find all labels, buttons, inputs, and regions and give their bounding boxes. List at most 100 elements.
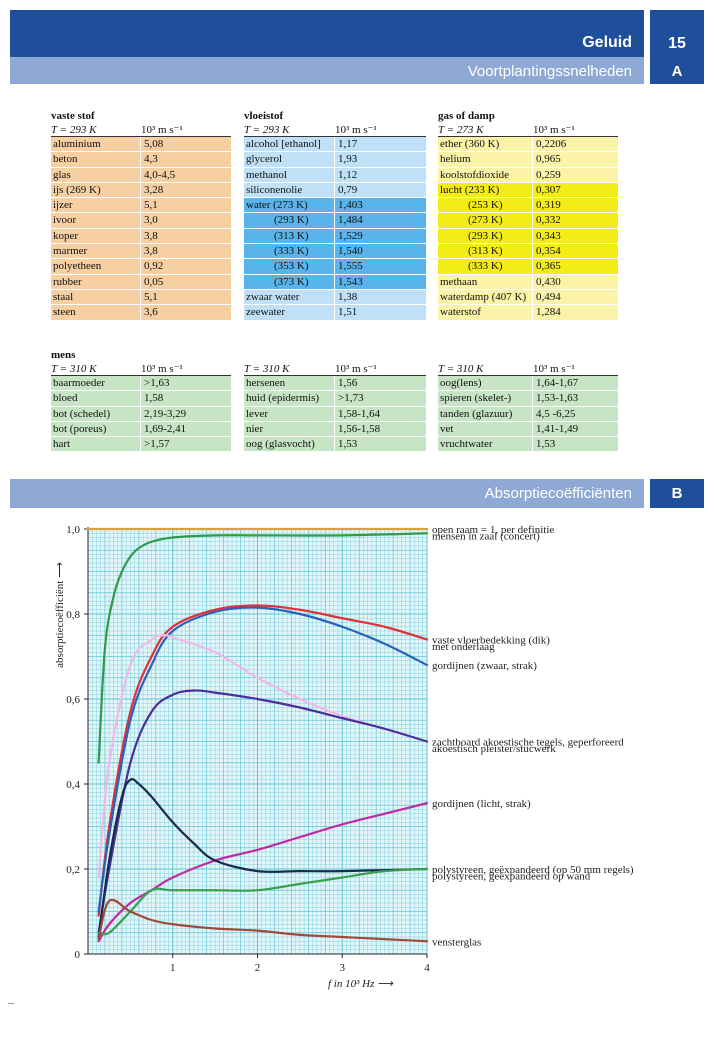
series-line-4 — [97, 633, 429, 879]
series-annotation: vensterglas — [432, 936, 481, 948]
row-value: 1,53 — [338, 438, 358, 451]
row-label: hersenen — [244, 376, 335, 391]
row-value: 0,259 — [536, 168, 561, 181]
series-annotation: met onderlaag — [432, 641, 495, 653]
row-label: vruchtwater — [438, 437, 533, 452]
row-value: 0,430 — [536, 275, 561, 288]
series-annotation: polystyreen, geëxpandeerd op wand — [432, 870, 591, 882]
row-label: koolstofdioxide — [438, 167, 533, 182]
table-row: bot (poreus) 1,69-2,41 — [51, 421, 231, 438]
table-row: (293 K) 0,343 — [438, 228, 618, 245]
page-footer-mark — [8, 1003, 14, 1004]
row-value: 1,38 — [338, 290, 358, 303]
temperature-header: T = 310 K — [51, 363, 97, 375]
row-label: tanden (glazuur) — [438, 406, 533, 421]
series-line-2 — [97, 604, 429, 917]
table-header: T = 293 K 10³ m s⁻¹ — [244, 123, 426, 137]
row-label: marmer — [51, 244, 141, 259]
row-label: glas — [51, 167, 141, 182]
table-row: lever 1,58-1,64 — [244, 406, 426, 422]
row-value: >1,73 — [338, 392, 364, 405]
y-tick-label: 0,8 — [66, 609, 80, 621]
series-annotation: gordijnen (licht, strak) — [432, 798, 531, 810]
y-tick-label: 1,0 — [66, 524, 80, 536]
row-label: hart — [51, 437, 141, 452]
table-mens: mens T = 310 K 10³ m s⁻¹ baarmoeder >1,63 blo… — [51, 349, 231, 453]
table-mens-2: T = 310 K 10³ m s⁻¹ hersenen 1,56 huid (epid… — [244, 349, 426, 453]
row-label: (293 K) — [244, 213, 335, 228]
series-annotation: vaste vloerbedekking (dik) — [432, 635, 550, 647]
series-line-9 — [97, 898, 429, 943]
series-annotation: akoestisch pleister/stucwerk — [432, 743, 556, 755]
series-annotation: open raam = 1, per definitie — [432, 524, 554, 536]
table-row: steen 3,6 — [51, 305, 231, 321]
table-title — [244, 349, 426, 362]
row-label: zeewater — [244, 305, 335, 320]
row-label: oog(lens) — [438, 376, 533, 391]
table-row: waterdamp (407 K) 0,494 — [438, 289, 618, 306]
section-letter: A — [671, 63, 683, 80]
table-title: vloeistof — [244, 110, 284, 122]
row-label: glycerol — [244, 152, 335, 167]
row-value: 4,5 -6,25 — [536, 407, 576, 420]
table-title: gas of damp — [438, 110, 495, 122]
row-label: (253 K) — [438, 198, 533, 213]
section-letter-box: A — [650, 57, 704, 84]
row-value: 1,403 — [338, 199, 363, 212]
row-value: 1,12 — [338, 168, 358, 181]
row-label: spieren (skelet-) — [438, 391, 533, 406]
table-header: T = 310 K 10³ m s⁻¹ — [244, 362, 426, 376]
temperature-header: T = 310 K — [438, 363, 484, 375]
unit-header: 10³ m s⁻¹ — [335, 363, 377, 375]
table-row: hart >1,57 — [51, 437, 231, 453]
table-row: polyetheen 0,92 — [51, 259, 231, 275]
row-label: (353 K) — [244, 259, 335, 274]
table-row: (253 K) 0,319 — [438, 198, 618, 214]
table-row: koper 3,8 — [51, 228, 231, 245]
table-row: hersenen 1,56 — [244, 376, 426, 392]
table-row: koolstofdioxide 0,259 — [438, 167, 618, 183]
table-row: aluminium 5,08 — [51, 137, 231, 153]
row-value: 3,0 — [144, 214, 158, 227]
unit-header: 10³ m s⁻¹ — [533, 124, 575, 136]
y-tick-label: 0 — [75, 949, 81, 961]
unit-header: 10³ m s⁻¹ — [533, 363, 575, 375]
series-line-3 — [97, 606, 429, 913]
row-label: (293 K) — [438, 228, 533, 244]
row-value: 0,79 — [338, 183, 358, 196]
row-value: 1,17 — [338, 138, 358, 150]
row-label: polyetheen — [51, 259, 141, 274]
row-value: 1,93 — [338, 153, 358, 166]
table-row: vet 1,41-1,49 — [438, 421, 618, 438]
table-row: staal 5,1 — [51, 289, 231, 306]
row-value: 0,354 — [536, 245, 561, 258]
table-row: (333 K) 0,365 — [438, 259, 618, 275]
series-annotation: zachtboard akoestische tegels, geperfore… — [432, 737, 624, 749]
row-label: aluminium — [51, 137, 141, 152]
series-annotation: polystyreen, geëxpandeerd (op 50 mm rege… — [432, 864, 634, 876]
table-row: spieren (skelet-) 1,53-1,63 — [438, 391, 618, 407]
section-b-letter-box: B — [650, 479, 704, 508]
row-label: alcohol [ethanol] — [244, 137, 335, 152]
row-value: 1,41-1,49 — [536, 422, 579, 435]
table-vloeistof: vloeistof T = 293 K 10³ m s⁻¹ alcohol [etha… — [244, 110, 426, 321]
row-label: vet — [438, 421, 533, 437]
table-row: methaan 0,430 — [438, 274, 618, 290]
table-header: T = 310 K 10³ m s⁻¹ — [438, 362, 618, 376]
row-value: 4,0-4,5 — [144, 168, 176, 181]
table-row: (333 K) 1,540 — [244, 244, 426, 260]
header-band — [10, 10, 644, 57]
row-label: waterdamp (407 K) — [438, 289, 533, 305]
row-label: nier — [244, 421, 335, 437]
table-row: (313 K) 1,529 — [244, 228, 426, 245]
table-header: T = 293 K 10³ m s⁻¹ — [51, 123, 231, 137]
table-row: lucht (233 K) 0,307 — [438, 182, 618, 199]
row-value: 0,319 — [536, 199, 561, 212]
unit-header: 10³ m s⁻¹ — [335, 124, 377, 136]
row-value: 0,494 — [536, 290, 561, 303]
row-label: steen — [51, 305, 141, 320]
row-label: (313 K) — [244, 228, 335, 244]
table-mens-3: T = 310 K 10³ m s⁻¹ oog(lens) 1,64-1,67 spie… — [438, 349, 618, 453]
table-row: zeewater 1,51 — [244, 305, 426, 321]
row-label: staal — [51, 289, 141, 305]
